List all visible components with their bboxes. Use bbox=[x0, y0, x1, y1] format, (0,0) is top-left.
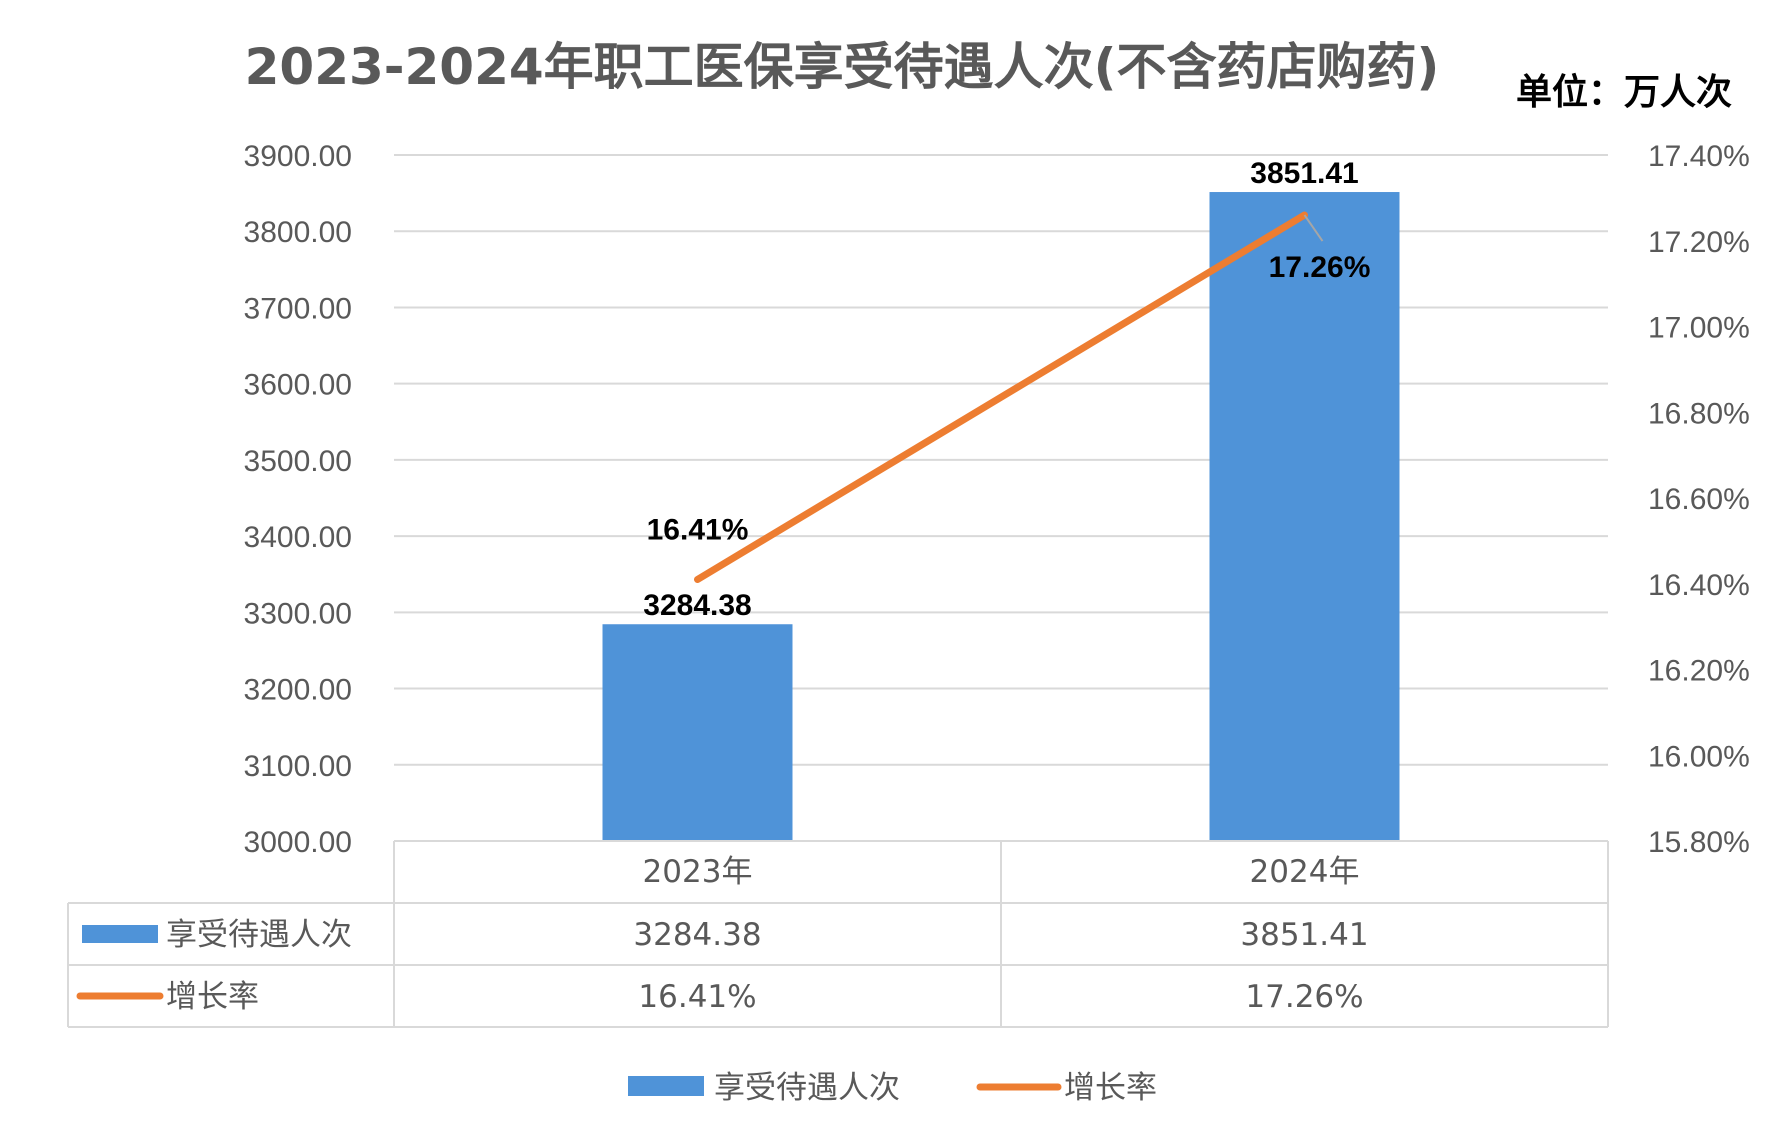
line-value-label: 17.26% bbox=[1269, 251, 1371, 284]
right-axis-ticks: 15.80% 16.00% 16.20% 16.40% 16.60% 16.80% 17.0… bbox=[1648, 140, 1750, 859]
table-cell: 17.26% bbox=[1245, 979, 1363, 1015]
data-labels: 3284.38 3851.41 16.41% 17.26% bbox=[643, 157, 1370, 622]
right-tick-label: 16.80% bbox=[1648, 397, 1750, 430]
left-tick-label: 3700.00 bbox=[244, 292, 352, 325]
growth-line bbox=[694, 211, 1308, 583]
bar bbox=[1209, 192, 1400, 841]
left-tick-label: 3000.00 bbox=[244, 826, 352, 859]
left-tick-label: 3300.00 bbox=[244, 597, 352, 630]
table-legend-key bbox=[82, 925, 158, 943]
right-tick-label: 17.40% bbox=[1648, 140, 1750, 173]
category-label: 2024年 bbox=[1250, 854, 1360, 890]
left-tick-label: 3200.00 bbox=[244, 674, 352, 707]
line-series bbox=[694, 211, 1308, 583]
table-cell: 16.41% bbox=[638, 979, 756, 1015]
right-tick-label: 17.20% bbox=[1648, 226, 1750, 259]
bar-series bbox=[602, 192, 1400, 841]
left-tick-label: 3500.00 bbox=[244, 445, 352, 478]
left-axis-ticks: 3000.00 3100.00 3200.00 3300.00 3400.00 3500.… bbox=[244, 140, 352, 859]
bar-value-label: 3284.38 bbox=[643, 589, 751, 622]
right-tick-label: 17.00% bbox=[1648, 312, 1750, 345]
line-value-label: 16.41% bbox=[647, 513, 749, 546]
gridlines bbox=[394, 154, 1608, 766]
left-tick-label: 3900.00 bbox=[244, 140, 352, 173]
table-cell: 3284.38 bbox=[633, 917, 761, 953]
table-series-label: 增长率 bbox=[166, 979, 259, 1015]
legend-label: 享受待遇人次 bbox=[714, 1070, 900, 1106]
legend-bar-key bbox=[628, 1076, 704, 1096]
legend-label: 增长率 bbox=[1064, 1070, 1157, 1106]
left-tick-label: 3800.00 bbox=[244, 216, 352, 249]
right-tick-label: 16.60% bbox=[1648, 483, 1750, 516]
bar-value-label: 3851.41 bbox=[1250, 157, 1358, 190]
category-label: 2023年 bbox=[643, 854, 753, 890]
legend: 享受待遇人次 增长率 bbox=[628, 1070, 1157, 1106]
left-tick-label: 3600.00 bbox=[244, 369, 352, 402]
left-tick-label: 3100.00 bbox=[244, 750, 352, 783]
right-tick-label: 16.20% bbox=[1648, 655, 1750, 688]
unit-label: 单位：万人次 bbox=[1516, 72, 1732, 113]
chart-title: 2023-2024年职工医保享受待遇人次(不含药店购药) bbox=[245, 38, 1440, 96]
right-tick-label: 15.80% bbox=[1648, 826, 1750, 859]
right-tick-label: 16.40% bbox=[1648, 569, 1750, 602]
table-series-label: 享受待遇人次 bbox=[166, 917, 352, 953]
left-tick-label: 3400.00 bbox=[244, 521, 352, 554]
right-tick-label: 16.00% bbox=[1648, 740, 1750, 773]
bar bbox=[602, 624, 793, 841]
table-cell: 3851.41 bbox=[1240, 917, 1368, 953]
leader-line bbox=[1303, 214, 1324, 242]
